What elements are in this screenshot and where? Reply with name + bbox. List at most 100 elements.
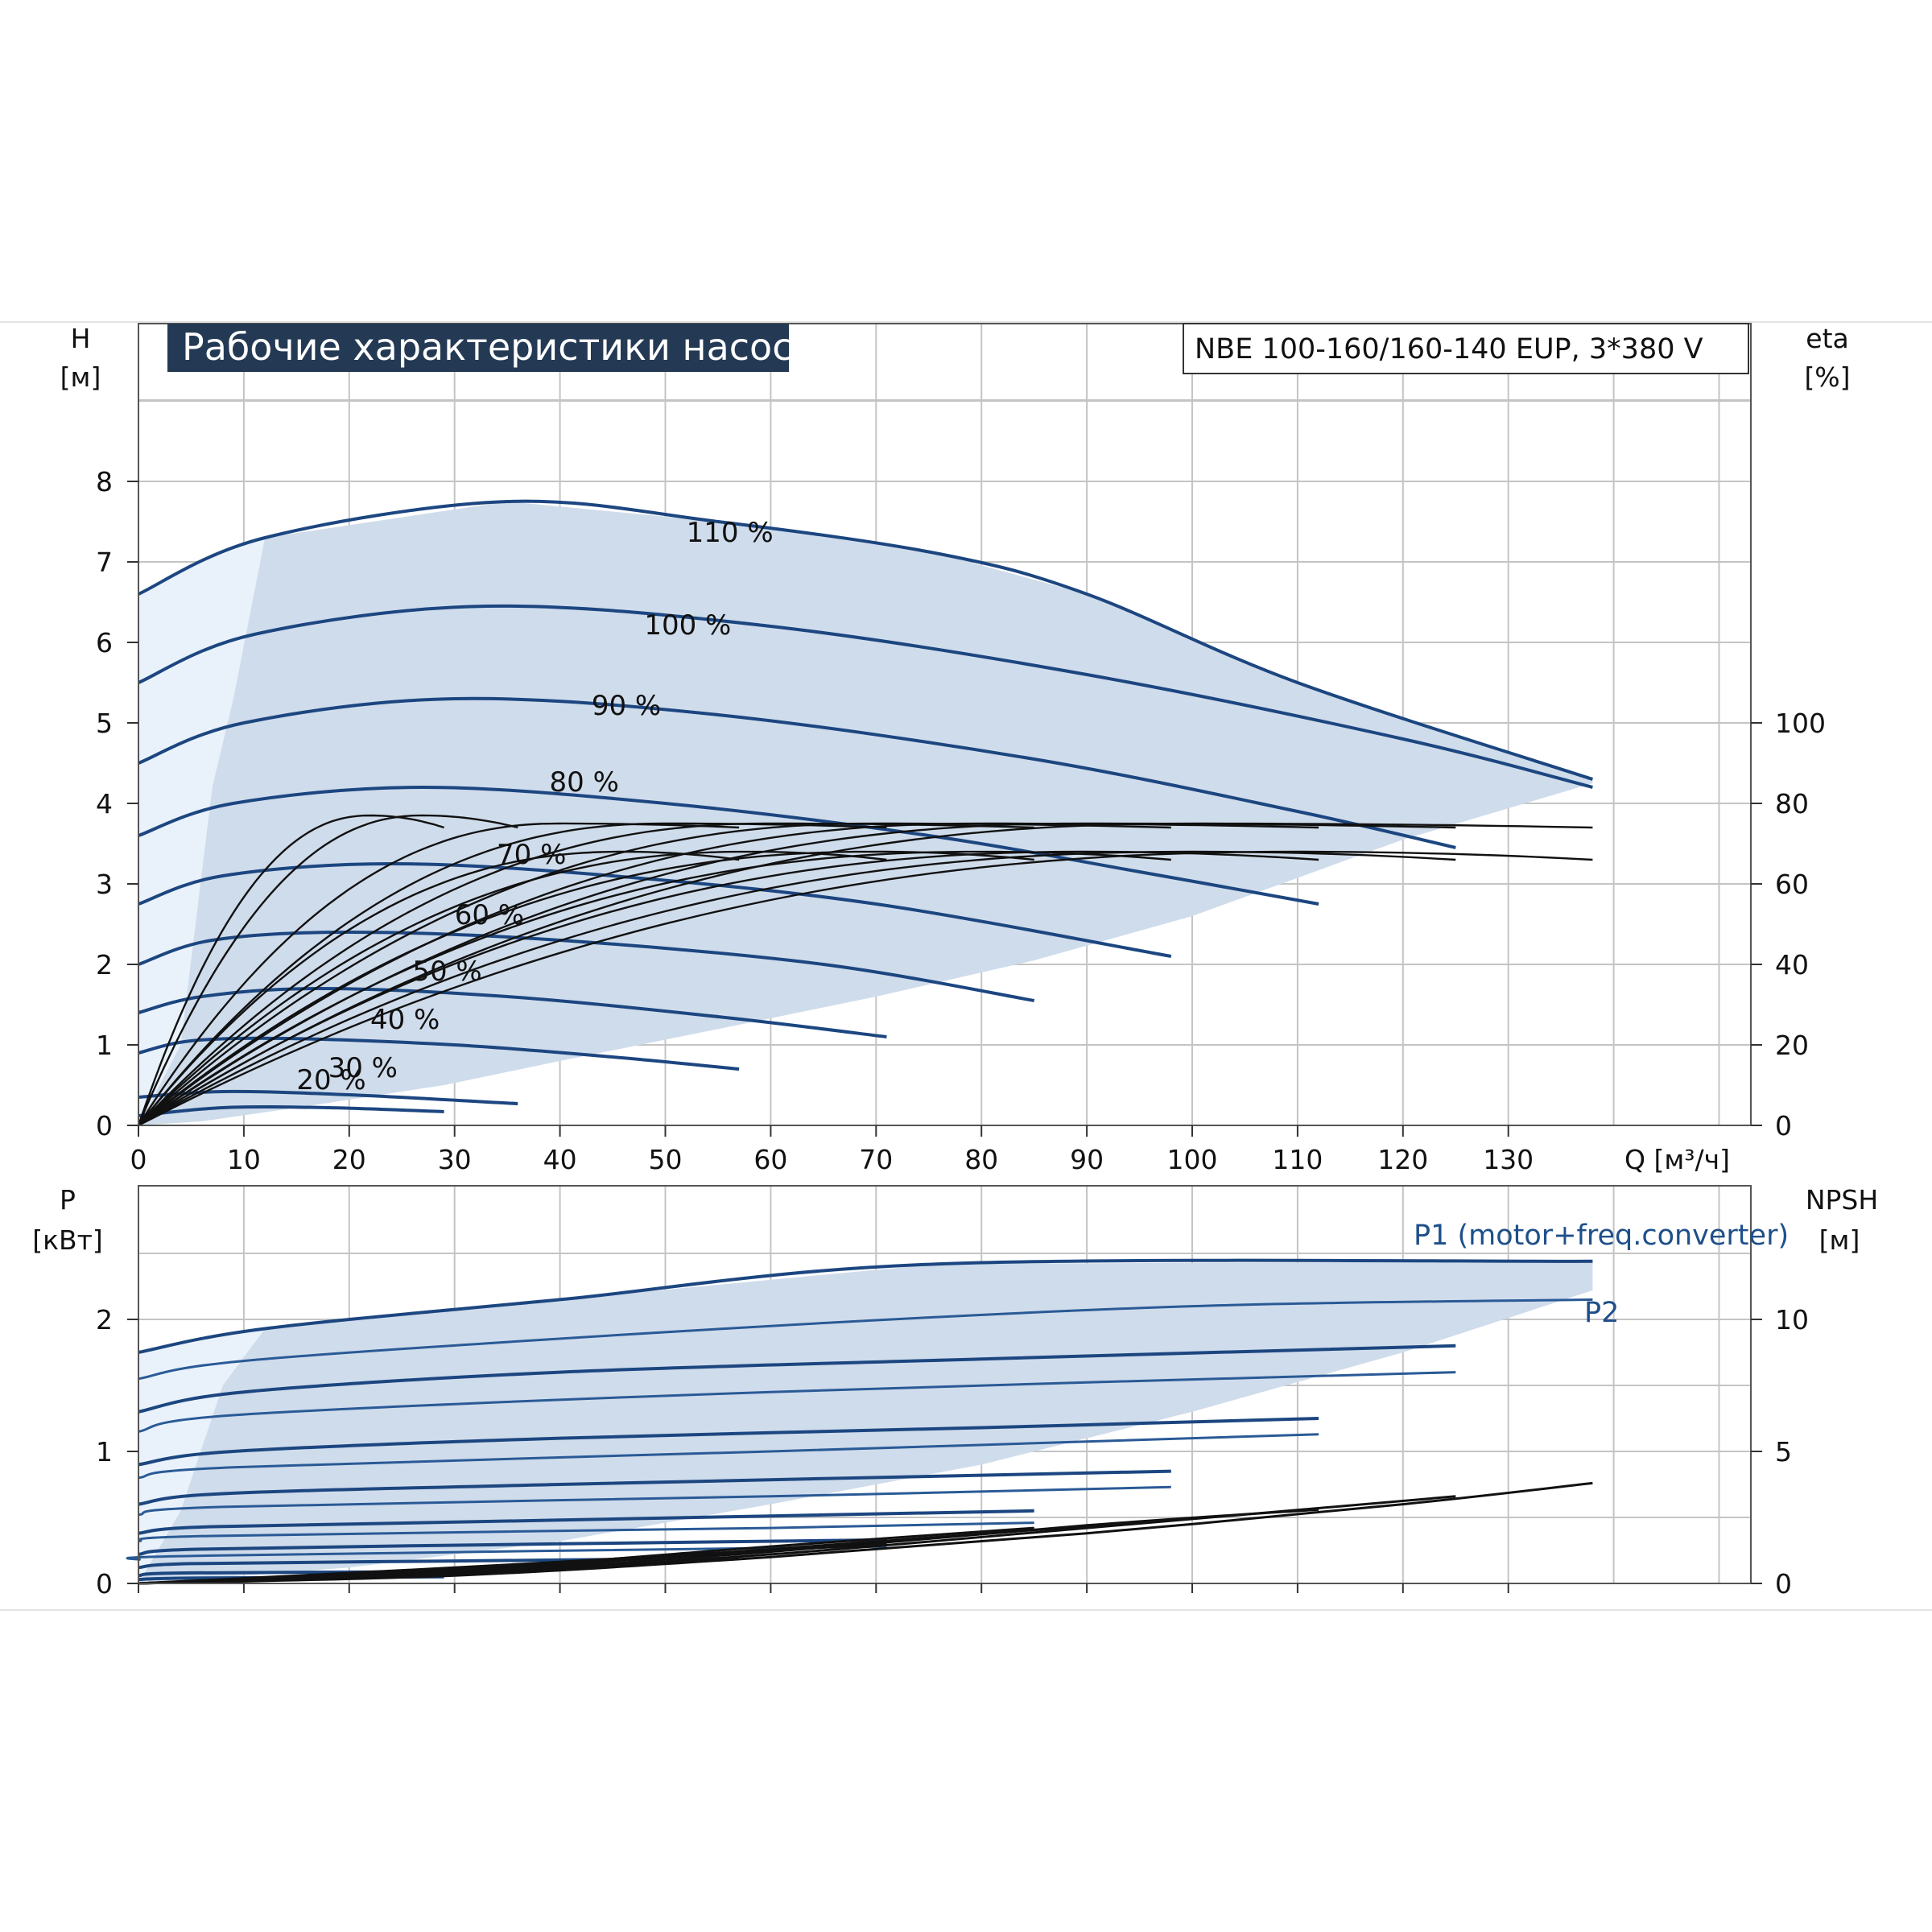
efficiency-curve — [137, 822, 740, 1126]
efficiency-curve — [138, 850, 1034, 1126]
x-tick-label: 130 — [1483, 1144, 1534, 1175]
speed-percent-label: 100 % — [644, 609, 731, 642]
efficiency-curve — [138, 822, 1034, 1126]
p1-curve — [138, 1509, 1034, 1535]
speed-percent-label: 20 % — [296, 1064, 365, 1096]
y-axis-label: H — [71, 323, 91, 354]
p2-curve — [138, 1371, 1456, 1433]
head-curve — [138, 604, 1593, 789]
p1-curve — [138, 1258, 1593, 1354]
model-label: NBE 100-160/160-140 EUP, 3*380 V — [1195, 333, 1703, 365]
x-tick-label: 60 — [753, 1144, 787, 1175]
head-curves — [138, 499, 1594, 1117]
efficiency-curve — [137, 814, 444, 1126]
speed-percent-label: 80 % — [550, 766, 619, 799]
speed-percent-label: 70 % — [497, 839, 566, 871]
p1-curve — [138, 1538, 887, 1556]
efficiency-curve — [138, 850, 1319, 1127]
y2-axis-label: eta — [1806, 323, 1848, 354]
lower-plot-frame — [138, 1185, 1752, 1584]
y2-tick-label: 80 — [1775, 788, 1809, 819]
speed-percent-label: 60 % — [455, 899, 524, 931]
x-tick-label: 0 — [130, 1144, 147, 1175]
x-tick-label: 80 — [964, 1144, 998, 1175]
p1-series-label: P1 (motor+freq.converter) — [1414, 1220, 1789, 1252]
speed-percent-label: 40 % — [370, 1004, 440, 1036]
p2-curve — [138, 1298, 1593, 1381]
speed-percent-label: 50 % — [412, 956, 481, 988]
speed-percent-label: 90 % — [592, 690, 661, 722]
head-curve — [138, 1036, 740, 1071]
p2-curve — [138, 1521, 1034, 1542]
x-tick-label: 10 — [227, 1144, 261, 1175]
p2-curve — [138, 1485, 1171, 1517]
power-axis-label: P — [60, 1184, 76, 1216]
efficiency-curve — [138, 822, 887, 1126]
lower-y2-axis-ticks: 0 5 10 — [1751, 1304, 1809, 1600]
efficiency-curves — [137, 814, 1593, 1127]
x-axis-label: Q [м³/ч] — [1624, 1144, 1730, 1175]
head-curve — [138, 499, 1594, 781]
x-tick-label: 100 — [1167, 1144, 1218, 1175]
efficiency-curve — [138, 850, 887, 1126]
title-box — [167, 324, 789, 372]
efficiency-curve — [137, 814, 518, 1126]
npsh-tick-label: 10 — [1775, 1304, 1809, 1335]
head-curve — [138, 1105, 444, 1117]
efficiency-curve — [138, 850, 1171, 1126]
y-tick-label: 2 — [96, 949, 113, 980]
chart-title: Рабочие характеристики насоса — [182, 325, 815, 369]
head-curve — [138, 986, 887, 1038]
y-tick-label: 6 — [96, 627, 113, 658]
x-axis-ticks: 0 10 20 30 40 50 60 70 80 90 100 110 120 130 — [130, 1125, 1534, 1175]
p1-curve — [138, 1344, 1456, 1414]
y-tick-label: 3 — [96, 869, 113, 900]
power-npsh-panel: 0 1 2 0 5 10 P [кВт] NPSH [м] P1 (motor+freq… — [32, 1184, 1878, 1600]
speed-percent-labels: 110 % 100 % 90 % 80 % 70 % 60 % 50 % 40 % 30 %20… — [296, 517, 773, 1096]
y-tick-label: 4 — [96, 788, 113, 819]
x-tick-label: 30 — [438, 1144, 472, 1175]
efficiency-curve — [138, 850, 1456, 1127]
model-box — [1183, 323, 1749, 374]
efficiency-curve — [138, 850, 740, 1126]
x-tick-label: 20 — [332, 1144, 366, 1175]
y2-tick-label: 40 — [1775, 949, 1809, 980]
y2-axis-unit: [%] — [1804, 361, 1850, 393]
x-tick-label: 110 — [1272, 1144, 1323, 1175]
efficiency-curve — [138, 850, 1593, 1127]
lower-x-axis-ticks — [138, 1583, 1509, 1593]
head-curve — [138, 861, 1172, 958]
power-tick-label: 2 — [96, 1304, 113, 1335]
efficiency-curve — [138, 822, 1319, 1126]
head-curve — [138, 785, 1319, 906]
p1-curve — [138, 1417, 1319, 1467]
speed-percent-label: 30 % — [328, 1052, 398, 1084]
x-tick-label: 70 — [859, 1144, 893, 1175]
head-efficiency-panel: 110 %100 %90 %80 %70 %60 %50 %40 %30 %20… — [60, 323, 1851, 1175]
power-tick-label: 1 — [96, 1436, 113, 1468]
power-envelope-area — [138, 1261, 1593, 1583]
x-tick-label: 50 — [649, 1144, 683, 1175]
y2-axis-ticks: 0 20 40 60 80 100 — [1751, 708, 1826, 1141]
y-tick-label: 0 — [96, 1110, 113, 1141]
x-tick-label: 90 — [1070, 1144, 1104, 1175]
y-tick-label: 5 — [96, 708, 113, 739]
power-tick-label: 0 — [96, 1568, 113, 1600]
lower-y-axis-ticks: 0 1 2 — [96, 1304, 138, 1600]
head-envelope-area — [138, 502, 1593, 1125]
power-low-zone — [138, 1328, 266, 1583]
head-curve — [138, 696, 1456, 849]
y2-tick-label: 20 — [1775, 1030, 1809, 1061]
y2-tick-label: 100 — [1775, 708, 1826, 739]
y-tick-label: 1 — [96, 1030, 113, 1061]
y2-tick-label: 0 — [1775, 1110, 1792, 1141]
y-tick-label: 7 — [96, 547, 113, 578]
p2-curve — [138, 1433, 1319, 1480]
power-axis-unit: [кВт] — [32, 1224, 103, 1256]
npsh-axis-unit: [м] — [1819, 1224, 1860, 1256]
y-axis-unit: [м] — [60, 361, 101, 393]
upper-plot-frame — [138, 323, 1752, 1126]
efficiency-curve — [138, 822, 1171, 1126]
y-tick-label: 8 — [96, 466, 113, 497]
